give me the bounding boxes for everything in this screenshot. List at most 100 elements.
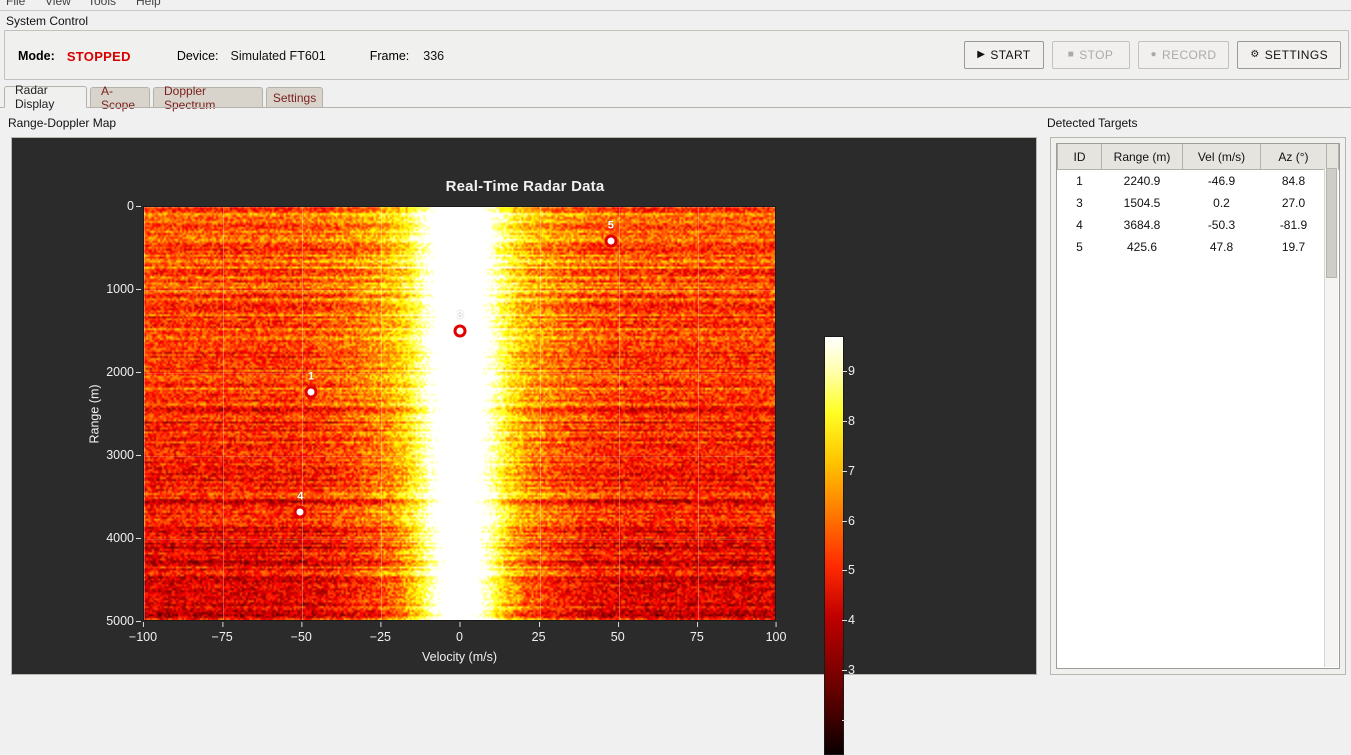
stop-square-icon: ■: [1067, 49, 1075, 60]
table-cell: 1504.5: [1101, 192, 1183, 214]
tab-bar: Radar Display A-Scope Doppler Spectrum S…: [0, 83, 1351, 112]
tab-radar-display-label: Radar Display: [15, 83, 55, 111]
x-tick-label: −50: [290, 622, 312, 644]
table-row[interactable]: 4 3684.8 -50.3 -81.9: [1057, 214, 1339, 236]
table-cell: -81.9: [1260, 214, 1327, 236]
colorbar-tick-label: 2: [842, 713, 855, 728]
table-scrollbar-thumb[interactable]: [1326, 168, 1337, 278]
table-cell: 27.0: [1260, 192, 1327, 214]
y-tick-label: 2000: [106, 365, 143, 379]
menu-item-view[interactable]: View: [45, 0, 71, 8]
gear-icon: ⚙: [1250, 49, 1260, 60]
colorbar-tick-label: 4: [842, 613, 855, 628]
table-cell: 0.2: [1182, 192, 1261, 214]
table-cell: 84.8: [1260, 169, 1327, 192]
x-tick-label: 0: [456, 622, 463, 644]
gridline-horizontal: [144, 207, 775, 208]
tab-a-scope[interactable]: A-Scope: [90, 84, 150, 112]
column-header-vel[interactable]: Vel (m/s): [1182, 144, 1261, 170]
mode-value: STOPPED: [66, 48, 131, 64]
x-tick-label: −100: [128, 622, 158, 644]
table-header-row: ID Range (m) Vel (m/s) Az (°): [1057, 144, 1339, 170]
target-marker[interactable]: 1: [304, 370, 318, 399]
table-cell: 4: [1057, 214, 1102, 236]
menu-bar: File View Tools Help: [0, 0, 1351, 11]
detected-targets-label: Detected Targets: [1047, 116, 1138, 130]
record-button-label: RECORD: [1162, 48, 1217, 62]
tab-settings[interactable]: Settings: [266, 87, 323, 108]
target-marker[interactable]: 5: [604, 220, 618, 248]
table-row[interactable]: 3 1504.5 0.2 27.0: [1057, 192, 1339, 214]
target-marker-label: 1: [307, 370, 315, 383]
table-row[interactable]: 5 425.6 47.8 19.7: [1057, 236, 1339, 258]
chart-axes: 0 1000 2000 3000 4000 5000 −100 −75 −50 −25 0 25 50…: [88, 199, 787, 664]
y-tick-label: 3000: [106, 448, 143, 462]
column-header-id[interactable]: ID: [1057, 144, 1102, 170]
x-tick-label: 50: [610, 622, 625, 644]
column-header-az[interactable]: Az (°): [1260, 144, 1327, 170]
y-tick-label: 5000: [106, 614, 143, 628]
target-marker-label: 3: [457, 309, 464, 322]
target-marker-dot: [604, 234, 618, 248]
table-cell: -46.9: [1182, 169, 1261, 192]
settings-button-label: SETTINGS: [1264, 48, 1328, 62]
gridline-vertical: [144, 207, 145, 620]
gridline-horizontal: [144, 290, 775, 291]
y-axis-label: Range (m): [87, 383, 102, 444]
x-tick-label: −25: [369, 622, 391, 644]
y-tick-label: 4000: [106, 531, 143, 545]
gridline-vertical: [302, 207, 304, 620]
colorbar: [824, 336, 844, 755]
colorbar-tick-label: 9: [842, 363, 855, 378]
record-button[interactable]: ● RECORD: [1137, 41, 1230, 69]
stop-button-label: STOP: [1079, 48, 1114, 62]
start-button-label: START: [990, 48, 1031, 62]
target-marker-dot: [293, 505, 307, 519]
gridline-vertical: [697, 207, 699, 620]
colorbar-tick-label: 5: [842, 563, 855, 578]
settings-button[interactable]: ⚙ SETTINGS: [1237, 41, 1341, 69]
target-marker-label: 4: [297, 490, 304, 503]
x-axis-label: Velocity (m/s): [421, 650, 497, 664]
frame-label: Frame:: [369, 49, 410, 63]
menu-item-file[interactable]: File: [6, 0, 26, 8]
colorbar-tick-label: 7: [842, 463, 855, 478]
stop-button[interactable]: ■ STOP: [1051, 41, 1130, 69]
range-doppler-map-label: Range-Doppler Map: [8, 116, 117, 130]
column-header-range[interactable]: Range (m): [1101, 144, 1183, 170]
x-tick-label: 75: [689, 622, 704, 644]
menu-item-tools[interactable]: Tools: [88, 0, 117, 8]
table-scrollbar[interactable]: [1324, 168, 1338, 667]
record-dot-icon: ●: [1150, 49, 1157, 60]
tab-radar-display[interactable]: Radar Display: [4, 83, 87, 111]
tab-settings-label: Settings: [272, 91, 317, 105]
system-control-title: System Control: [6, 14, 89, 28]
menu-item-help[interactable]: Help: [136, 0, 161, 8]
start-button[interactable]: ▶ START: [964, 41, 1044, 69]
column-header-blank[interactable]: [1326, 144, 1339, 170]
detected-targets-table: ID Range (m) Vel (m/s) Az (°) 1 2240.9 -46…: [1057, 144, 1339, 258]
target-marker-label: 5: [607, 219, 614, 232]
target-marker-dot: [453, 324, 467, 338]
chart-title: Real-Time Radar Data: [445, 178, 605, 195]
device-label: Device:: [176, 49, 219, 63]
x-tick-label: 100: [765, 622, 787, 644]
target-marker[interactable]: 3: [453, 309, 467, 338]
gridline-horizontal: [144, 456, 775, 457]
heatmap-frame: [143, 206, 776, 621]
table-cell: 3: [1057, 192, 1102, 214]
table-cell: 3684.8: [1101, 214, 1183, 236]
table-cell: 425.6: [1101, 236, 1183, 258]
table-cell: 47.8: [1182, 236, 1261, 258]
table-row[interactable]: 1 2240.9 -46.9 84.8: [1057, 169, 1339, 192]
target-marker[interactable]: 4: [293, 490, 307, 519]
device-value: Simulated FT601: [230, 49, 326, 63]
mode-label: Mode:: [18, 49, 55, 63]
table-cell: 2240.9: [1101, 169, 1183, 192]
colorbar-tick-label: 8: [842, 413, 855, 428]
gridline-vertical: [381, 207, 383, 620]
tab-doppler-spectrum[interactable]: Doppler Spectrum: [153, 84, 263, 112]
detected-targets-table-wrap[interactable]: ID Range (m) Vel (m/s) Az (°) 1 2240.9 -46…: [1056, 143, 1340, 669]
frame-value: 336: [423, 49, 445, 63]
